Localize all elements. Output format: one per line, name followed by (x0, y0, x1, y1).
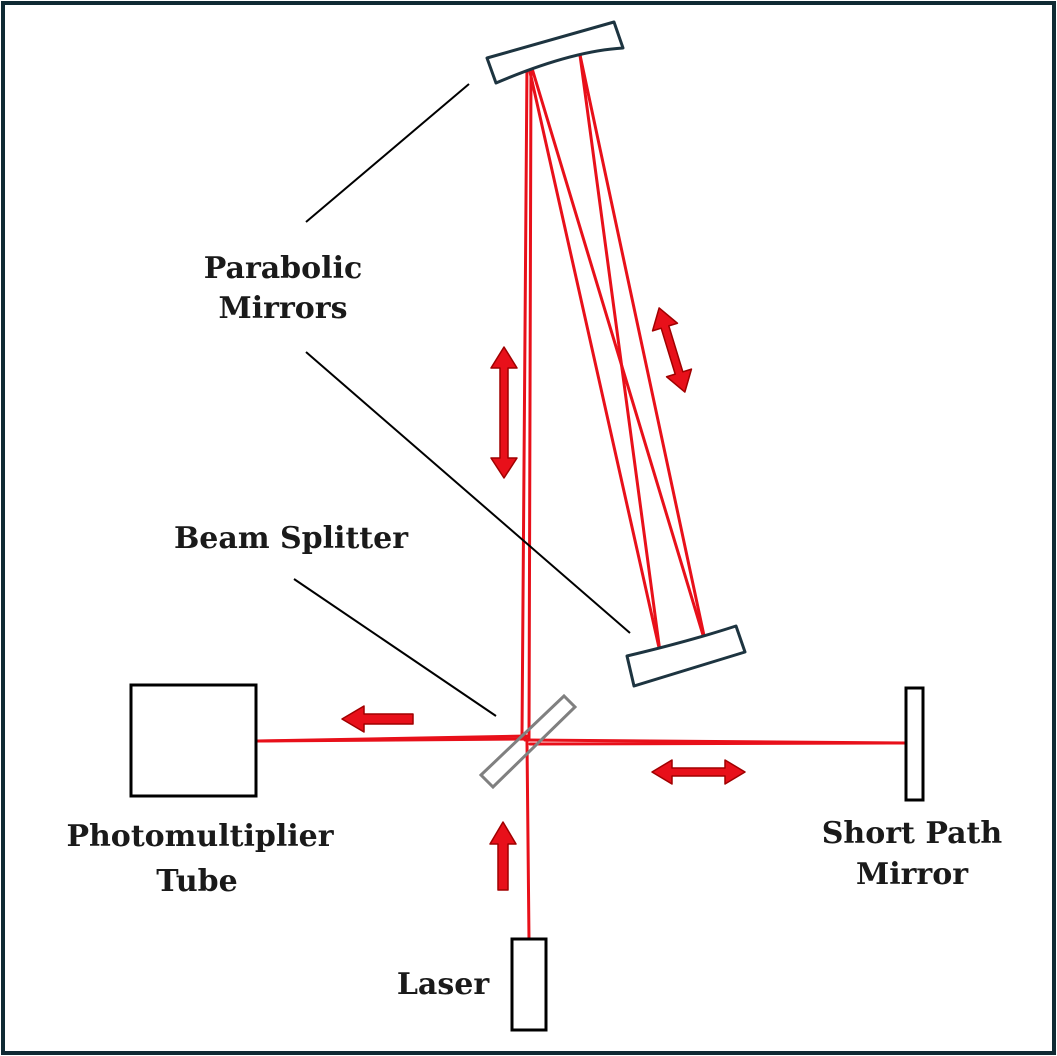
laser-source (510, 937, 548, 1032)
beam-paths (256, 53, 908, 942)
leader-parabolic-top (305, 83, 470, 223)
top-parabolic-mirror (485, 20, 625, 85)
label-short-path-line2: Mirror (856, 857, 969, 892)
beam-splitter-to-top-mirror-b (527, 61, 533, 742)
label-parabolic-mirrors-line1: Parabolic (204, 251, 362, 286)
label-short-path-line1: Short Path (822, 816, 1003, 851)
label-pmt-line2: Tube (156, 864, 237, 899)
label-laser: Laser (397, 967, 491, 1002)
beam-splitter (478, 693, 578, 790)
long-arm-double-arrow-icon (490, 346, 518, 479)
beam-splitter-to-top-mirror-a (520, 61, 529, 737)
label-pmt-line1: Photomultiplier (66, 819, 334, 854)
label-beam-splitter: Beam Splitter (174, 521, 409, 556)
beam-splitter-to-pmt-b (256, 737, 529, 743)
leader-beam-splitter (293, 578, 497, 717)
left-arrow-to-detector-icon (341, 705, 414, 733)
beam-bounce-3 (578, 53, 662, 654)
leader-parabolic-bottom (305, 351, 631, 634)
photomultiplier-tube (129, 683, 258, 798)
beam-bounce-2 (529, 63, 708, 647)
label-parabolic-mirrors-line2: Mirrors (219, 291, 348, 326)
mirror-spacing-double-arrow-icon (651, 307, 693, 393)
leader-lines (293, 83, 631, 717)
up-arrow-from-laser-icon (489, 821, 517, 891)
beam-splitter-to-short-mirror-b (528, 741, 908, 746)
beam-laser-to-splitter (525, 740, 531, 942)
bottom-parabolic-mirror (625, 624, 747, 688)
short-path-double-arrow-icon (651, 759, 746, 785)
short-path-mirror (904, 686, 925, 802)
beam-bounce-1 (526, 61, 662, 654)
beam-bounce-4 (578, 53, 708, 647)
motion-arrows (341, 307, 746, 891)
